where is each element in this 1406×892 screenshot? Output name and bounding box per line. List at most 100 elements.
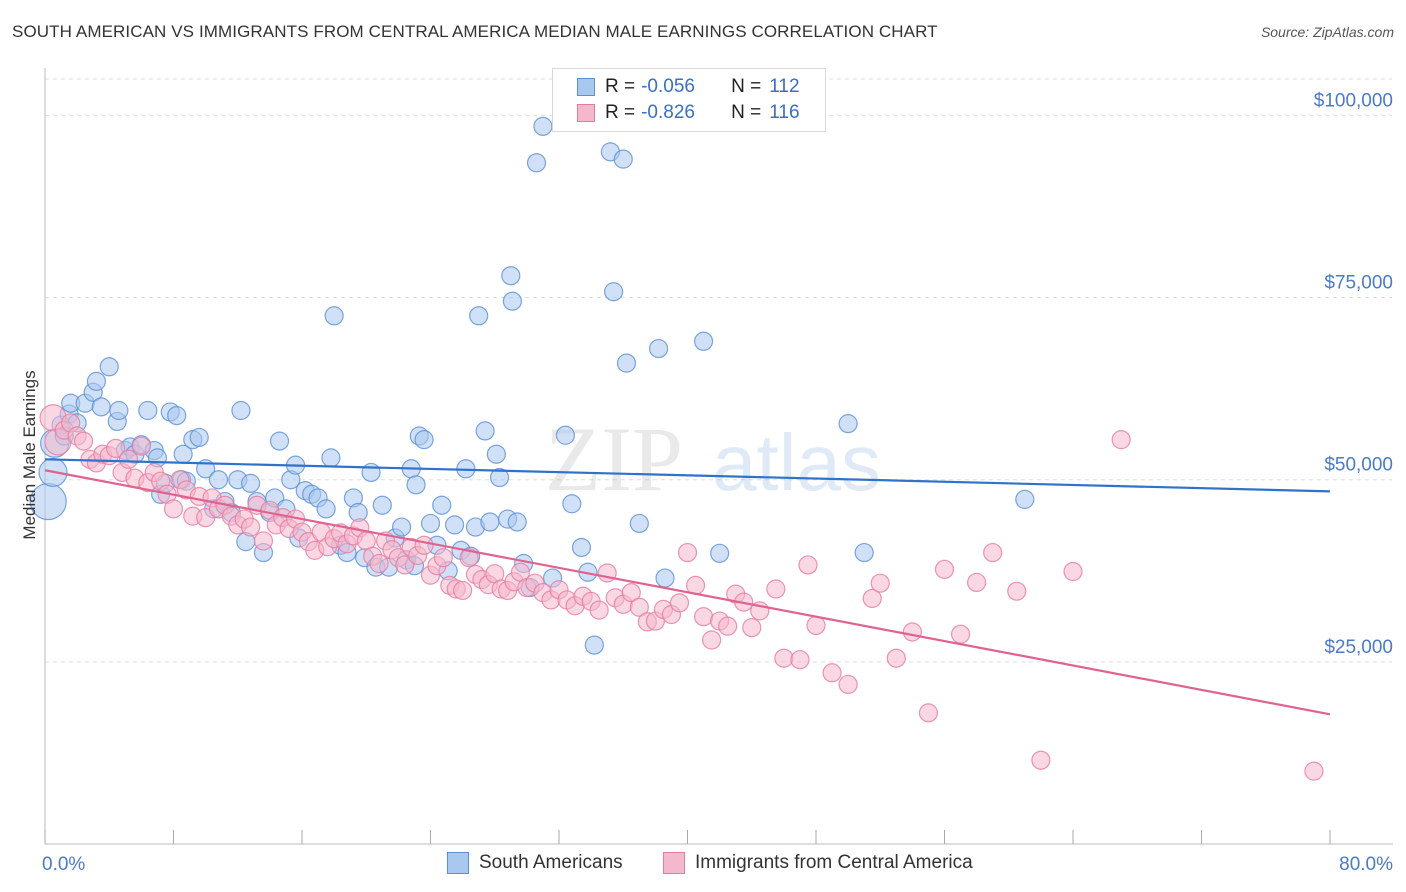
south-americans-point (655, 568, 675, 588)
tick-labels: $25,000 $50,000 $75,000 $100,000 0.0% 80.0% (42, 90, 1393, 875)
x-tick-label-min: 0.0% (42, 854, 85, 875)
central-america-point (453, 580, 473, 601)
watermark-zip: ZIP (545, 408, 683, 510)
central-america-point (862, 588, 882, 609)
central-america-point (902, 622, 922, 642)
y-tick-label: $75,000 (1324, 273, 1393, 294)
central-america-point (459, 548, 479, 568)
south-americans-point (372, 495, 392, 515)
x-tick-label-max: 80.0% (1339, 854, 1393, 875)
n-value: 116 (769, 102, 800, 123)
y-axis-label: Median Male Earnings (20, 370, 39, 540)
south-americans-point (231, 400, 251, 421)
central-america-point (934, 559, 955, 579)
central-america-point (701, 630, 722, 650)
stats-row-south-americans: R = -0.056 N = 112 (577, 75, 800, 99)
y-tick-label: $50,000 (1324, 455, 1393, 476)
central-america-point (73, 431, 94, 451)
central-america-point (950, 624, 971, 644)
central-america-point (967, 572, 987, 593)
south-americans-point (208, 470, 229, 490)
central-america-point (766, 579, 786, 599)
south-americans-point (489, 467, 510, 488)
south-americans-point (502, 291, 523, 311)
trend-lines (44, 458, 1331, 716)
south-americans-point (693, 331, 714, 351)
source-label: Source: ZipAtlas.com (1260, 24, 1394, 40)
south-americans-point (616, 353, 637, 373)
south-americans-point (316, 499, 336, 519)
south-americans-point (420, 513, 441, 534)
south-americans-point (526, 153, 547, 173)
south-americans-trend-line (44, 458, 1331, 493)
central-america-point (774, 648, 794, 668)
south-americans-point (99, 357, 119, 377)
south-americans-point (475, 421, 495, 441)
south-americans-point (555, 425, 576, 445)
south-americans-point (854, 542, 874, 563)
south-americans-point (604, 282, 624, 302)
legend-item-central-america[interactable]: Immigrants from Central America (663, 852, 973, 874)
central-america-point (163, 499, 184, 519)
central-america-point (395, 555, 415, 575)
south-americans-point (444, 515, 465, 535)
central-america-point (870, 573, 890, 593)
central-america-point (433, 548, 453, 568)
legend-label: South Americans (479, 852, 623, 873)
watermark-atlas: atlas (712, 418, 881, 507)
south-americans-point (269, 431, 290, 451)
south-americans-point (91, 397, 111, 417)
n-label: N = (731, 102, 762, 123)
stats-row-central-america: R = -0.826 N = 116 (577, 101, 800, 125)
south-americans-point (584, 635, 604, 655)
legend-item-south-americans[interactable]: South Americans (447, 852, 623, 874)
legend-label: Immigrants from Central America (695, 852, 973, 873)
central-america-point (718, 616, 738, 636)
central-america-point (838, 674, 858, 695)
central-america-point (806, 615, 826, 636)
watermark: ZIP atlas (545, 408, 881, 510)
south-americans-point (189, 427, 209, 448)
south-americans-point (838, 414, 858, 434)
central-america-point (1304, 761, 1324, 781)
n-value: 112 (769, 76, 800, 97)
south-americans-point (480, 512, 500, 532)
south-americans-points (29, 116, 1035, 655)
central-america-point (131, 436, 151, 456)
south-americans-point (414, 430, 434, 450)
central-america-point (241, 517, 261, 537)
r-label: R = (605, 76, 636, 97)
central-america-point (589, 600, 609, 620)
south-americans-point (501, 266, 521, 286)
axes (44, 68, 1393, 845)
south-americans-point (613, 149, 633, 169)
south-americans-point (324, 306, 344, 326)
south-americans-point (648, 338, 669, 359)
legend-pink-swatch (663, 852, 685, 874)
stats-box: R = -0.056 N = 112 R = -0.826 N = 116 (552, 68, 826, 132)
central-america-point (742, 618, 762, 638)
central-america-point (118, 449, 139, 469)
y-tick-label: $100,000 (1314, 90, 1393, 111)
central-america-point (822, 663, 842, 683)
south-americans-point (86, 371, 107, 391)
central-america-point (369, 553, 389, 574)
south-americans-point (432, 495, 452, 515)
central-america-point (106, 438, 126, 458)
south-americans-point (138, 400, 158, 421)
chart-title: SOUTH AMERICAN VS IMMIGRANTS FROM CENTRA… (12, 22, 938, 41)
south-americans-point (629, 513, 649, 534)
r-value: -0.826 (641, 102, 695, 123)
legend-blue-swatch (447, 852, 469, 874)
central-america-point (886, 648, 906, 668)
central-america-point (1111, 430, 1131, 450)
south-americans-point (1015, 489, 1035, 509)
central-america-point (918, 703, 939, 723)
central-america-point (414, 535, 434, 555)
south-americans-point (361, 462, 381, 483)
south-americans-point (469, 306, 489, 326)
south-americans-point (167, 406, 187, 426)
south-americans-point (533, 116, 553, 136)
south-americans-point (406, 475, 426, 495)
